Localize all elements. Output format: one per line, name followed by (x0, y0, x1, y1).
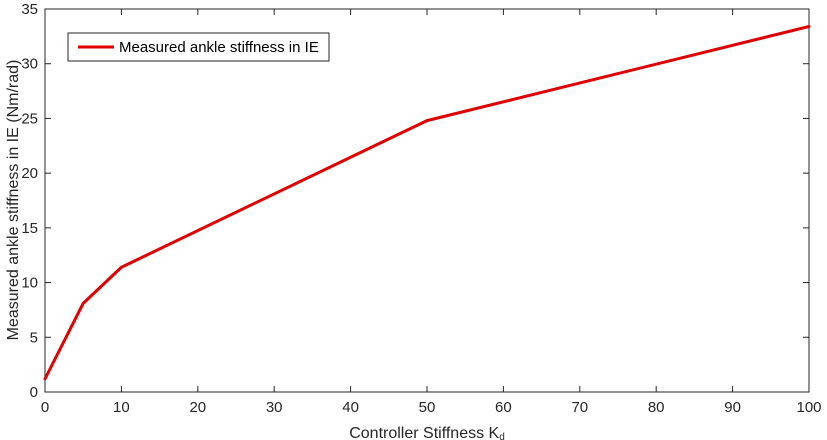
x-tick-label: 70 (571, 399, 588, 416)
x-tick-label: 100 (796, 399, 821, 416)
x-tick-label: 60 (495, 399, 512, 416)
y-tick-label: 15 (21, 220, 38, 237)
y-tick-label: 0 (30, 384, 38, 401)
x-tick-label: 40 (342, 399, 359, 416)
x-tick-label: 20 (189, 399, 206, 416)
x-tick-label: 10 (113, 399, 130, 416)
y-tick-label: 25 (21, 110, 38, 127)
x-axis-title: Controller Stiffness Kd (349, 425, 505, 440)
x-tick-label: 50 (419, 399, 436, 416)
series-layer (43, 25, 811, 381)
x-tick-label: 0 (41, 399, 49, 416)
x-tick-label: 80 (648, 399, 665, 416)
y-tick-label: 5 (30, 329, 38, 346)
series-line (43, 25, 811, 381)
y-tick-label: 35 (21, 1, 38, 18)
legend-label: Measured ankle stiffness in IE (119, 39, 319, 56)
y-axis-ticks: 0 5 10 15 20 25 30 35 (21, 1, 809, 401)
y-tick-label: 30 (21, 56, 38, 73)
plot-area (44, 8, 810, 393)
y-axis-title: Measured ankle stiffness in IE (Nm/rad) (5, 60, 22, 341)
y-tick-label: 10 (21, 275, 38, 292)
legend: Measured ankle stiffness in IE (67, 32, 330, 62)
x-tick-label: 30 (266, 399, 283, 416)
y-tick-label: 20 (21, 165, 38, 182)
x-axis-ticks: 0 10 20 30 40 50 60 70 80 90 100 (41, 9, 822, 416)
x-tick-label: 90 (724, 399, 741, 416)
